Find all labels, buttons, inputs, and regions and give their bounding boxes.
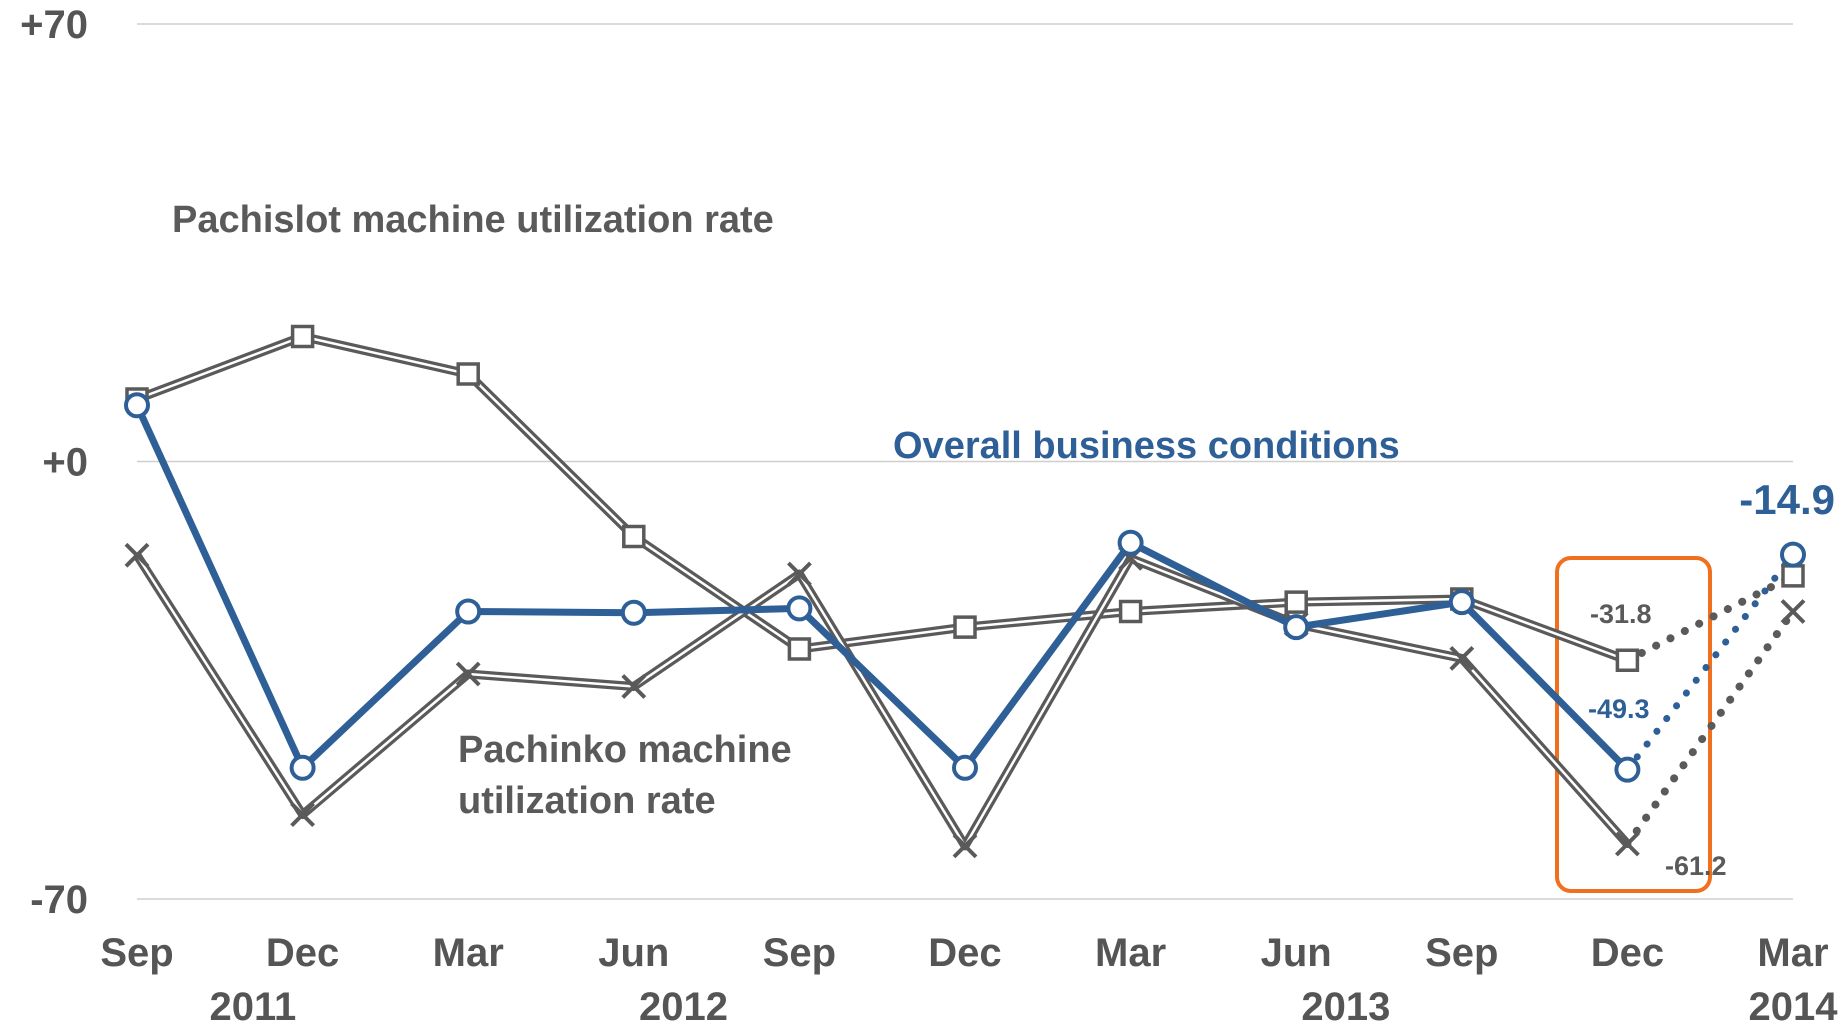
data-label-pachislot-dec-2013: -31.8 xyxy=(1590,599,1652,629)
pachinko-machine-utilization-rate-point-3 xyxy=(621,674,647,699)
pachinko-machine-utilization-rate-line-inner xyxy=(135,554,1629,848)
overall-business-conditions-point-5 xyxy=(952,754,978,781)
x-tick-label-0: Sep xyxy=(100,931,173,975)
x-tick-label-2: Mar xyxy=(433,931,504,975)
x-tick-label-1: Dec xyxy=(266,931,339,975)
x-tick-label-9: Dec xyxy=(1591,931,1664,975)
x-tick-label-7: Jun xyxy=(1261,931,1332,975)
pachislot-series-label: Pachislot machine utilization rate xyxy=(172,199,774,241)
overall-business-conditions-point-8 xyxy=(1448,589,1475,616)
overall-business-conditions-line xyxy=(133,403,1630,773)
pachislot-machine-utilization-rate-point-3 xyxy=(622,524,646,549)
x-tick-label-10: Mar xyxy=(1757,931,1828,975)
pachinko-machine-utilization-rate-point-9-stroke-b xyxy=(1614,831,1640,857)
y-tick-label-2: -70 xyxy=(30,878,88,922)
pachinko-machine-utilization-rate-point-5 xyxy=(952,833,978,859)
gridlines xyxy=(137,23,1793,900)
x-axis-ticks: Sep Dec Mar Jun Sep Dec Mar Jun Sep Dec Mar xyxy=(100,931,1828,975)
x-tick-label-3: Jun xyxy=(598,931,669,975)
pachislot-machine-utilization-rate-point-6 xyxy=(1118,599,1143,624)
pachinko-machine-utilization-rate-point-10-stroke-b xyxy=(1780,599,1806,624)
overall-business-conditions-forecast-line xyxy=(1623,551,1797,774)
pachislot-machine-utilization-rate-point-2 xyxy=(456,362,480,386)
pachislot-machine-utilization-rate-point-7 xyxy=(1284,590,1308,614)
series-markers xyxy=(124,324,1806,859)
pachinko-machine-utilization-rate-point-2-stroke-b xyxy=(455,661,481,687)
pachinko-series-label-line1: Pachinko machine xyxy=(458,729,792,771)
year-label-2012: 2012 xyxy=(639,985,728,1029)
data-label-overall-mar-2014: -14.9 xyxy=(1739,476,1835,523)
overall-business-conditions-point-4 xyxy=(786,595,813,622)
overall-business-conditions-point-7 xyxy=(1283,614,1310,641)
overall-series-label: Overall business conditions xyxy=(893,425,1400,467)
series-lines xyxy=(133,332,1797,851)
overall-business-conditions-point-3 xyxy=(620,599,647,626)
pachislot-machine-utilization-rate-point-1 xyxy=(290,324,315,349)
overall-business-conditions-point-6 xyxy=(1117,529,1144,556)
x-tick-label-6: Mar xyxy=(1095,931,1166,975)
y-tick-label-1: +0 xyxy=(42,441,88,485)
pachislot-machine-utilization-rate-point-4 xyxy=(787,637,812,661)
y-tick-label-0: +70 xyxy=(20,3,88,47)
overall-business-conditions-point-0 xyxy=(124,392,150,419)
pachinko-machine-utilization-rate-point-5-stroke-b xyxy=(952,833,978,859)
pachislot-machine-utilization-rate-point-10 xyxy=(1781,564,1805,588)
overall-business-conditions-point-1 xyxy=(289,754,316,781)
pachislot-machine-utilization-rate-forecast-line xyxy=(1623,571,1797,665)
overall-business-conditions-point-9 xyxy=(1614,756,1641,783)
x-tick-label-4: Sep xyxy=(763,931,836,975)
pachinko-machine-utilization-rate-point-9 xyxy=(1614,831,1640,857)
pachinko-machine-utilization-rate-point-4-stroke-b xyxy=(786,561,812,587)
year-label-2014: 2014 xyxy=(1749,985,1839,1029)
pachinko-machine-utilization-rate-point-8 xyxy=(1449,645,1475,671)
x-tick-label-8: Sep xyxy=(1425,931,1498,975)
pachislot-machine-utilization-rate-point-5 xyxy=(953,615,977,639)
pachislot-machine-utilization-rate-point-9 xyxy=(1615,648,1640,672)
pachinko-machine-utilization-rate-point-1-stroke-b xyxy=(290,802,316,828)
pachinko-machine-utilization-rate-point-8-stroke-b xyxy=(1449,645,1475,671)
pachislot-machine-utilization-rate-line-inner xyxy=(136,335,1628,662)
x-tick-label-5: Dec xyxy=(928,931,1001,975)
data-label-pachinko-dec-2013: -61.2 xyxy=(1665,851,1727,881)
overall-business-conditions-point-10 xyxy=(1780,541,1806,568)
pachinko-machine-utilization-rate-point-1 xyxy=(290,802,316,828)
pachinko-machine-utilization-rate-point-2 xyxy=(455,661,481,687)
pachinko-machine-utilization-rate-forecast-line xyxy=(1623,607,1797,848)
pachinko-series-label-line2: utilization rate xyxy=(458,780,716,822)
year-labels: 2011 2012 2013 2014 xyxy=(210,985,1839,1029)
overall-business-conditions-point-2 xyxy=(455,598,482,625)
y-axis-ticks: +70 +0 -70 xyxy=(20,3,88,922)
data-label-overall-dec-2013: -49.3 xyxy=(1588,694,1650,724)
year-label-2011: 2011 xyxy=(210,985,297,1029)
year-label-2013: 2013 xyxy=(1301,985,1390,1029)
pachinko-machine-utilization-rate-point-0 xyxy=(124,542,150,568)
pachinko-machine-utilization-rate-point-4 xyxy=(786,561,812,587)
pachinko-machine-utilization-rate-point-0-stroke-b xyxy=(124,542,150,568)
pachinko-machine-utilization-rate-point-10 xyxy=(1780,599,1806,624)
pachinko-machine-utilization-rate-point-3-stroke-b xyxy=(621,674,647,699)
